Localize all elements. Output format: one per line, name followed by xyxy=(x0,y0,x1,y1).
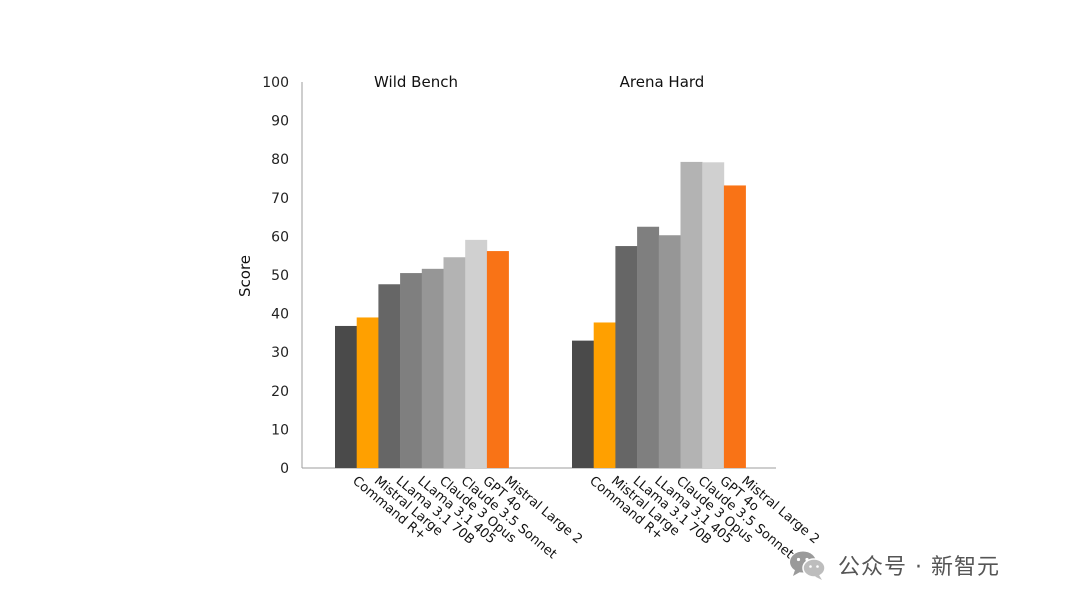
group-title: Arena Hard xyxy=(620,73,705,91)
bar xyxy=(400,273,423,468)
bar xyxy=(680,161,703,469)
group-titles: Wild Bench Arena Hard xyxy=(374,73,704,91)
bar xyxy=(465,239,488,468)
bar xyxy=(658,235,681,468)
bar xyxy=(615,246,638,468)
bar xyxy=(335,325,357,468)
wechat-icon xyxy=(790,551,826,580)
y-tick-label: 0 xyxy=(280,461,289,477)
y-tick-label: 40 xyxy=(271,307,289,323)
y-axis: 0 10 20 30 40 50 60 70 80 90 100 xyxy=(262,75,776,477)
y-tick-label: 50 xyxy=(271,268,289,284)
y-tick-label: 10 xyxy=(271,422,289,438)
y-tick-label: 90 xyxy=(271,114,289,130)
group-title: Wild Bench xyxy=(374,73,458,91)
y-tick-label: 30 xyxy=(271,345,289,361)
y-tick-label: 20 xyxy=(271,384,289,400)
y-tick-label: 70 xyxy=(271,191,289,207)
bar xyxy=(486,251,509,468)
bar xyxy=(637,226,660,468)
watermark-text: 公众号 · 新智元 xyxy=(838,555,1000,580)
bar xyxy=(702,162,725,468)
bar xyxy=(443,257,466,468)
bar xyxy=(378,284,401,468)
watermark: 公众号 · 新智元 xyxy=(788,547,1000,583)
bars xyxy=(335,161,746,469)
bar xyxy=(723,185,746,468)
y-tick-label: 60 xyxy=(271,229,289,245)
bar xyxy=(593,322,616,468)
y-axis-label: Score xyxy=(236,255,254,297)
y-tick-label: 80 xyxy=(271,152,289,168)
bar xyxy=(421,268,444,468)
bar xyxy=(572,340,594,468)
y-tick-label: 100 xyxy=(262,75,289,91)
bar xyxy=(356,317,379,468)
